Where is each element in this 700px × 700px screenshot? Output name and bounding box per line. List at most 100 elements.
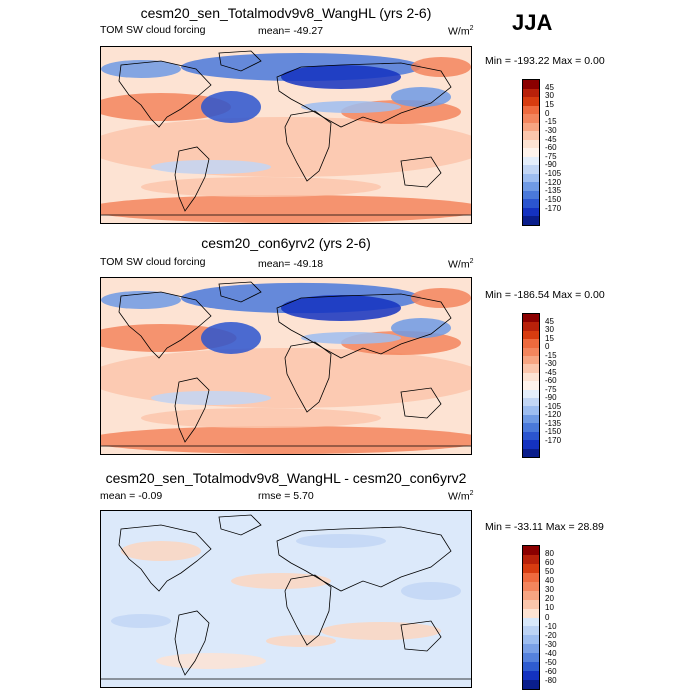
- colorbar-swatch: [523, 156, 539, 166]
- colorbar-tick-label: -90: [545, 160, 557, 170]
- colorbar-tick-label: -105: [545, 401, 562, 411]
- colorbar-swatch: [523, 182, 539, 191]
- colorbar-swatch: [523, 563, 539, 573]
- colorbar-swatch: [523, 671, 539, 681]
- colorbar-swatch: [523, 207, 539, 217]
- colorbar-swatch: [523, 105, 539, 115]
- colorbar-swatch: [523, 581, 539, 591]
- colorbar-tick-label: -135: [545, 418, 562, 428]
- colorbar-swatch: [523, 364, 539, 373]
- colorbar-tick-label: -10: [545, 621, 557, 631]
- panel-3-rmse: rmse = 5.70: [258, 490, 314, 502]
- colorbar-tick-label: -30: [545, 125, 557, 135]
- colorbar-tick-label: -80: [545, 675, 557, 685]
- panel-1-variable: TOM SW cloud forcing: [100, 24, 206, 36]
- colorbar-tick-label: 15: [545, 333, 554, 343]
- colorbar-tick-label: -90: [545, 393, 557, 403]
- panel-3-colorbar: [522, 545, 540, 690]
- panel-2-map: [100, 277, 472, 455]
- colorbar-swatch: [523, 448, 539, 457]
- colorbar-tick-label: -135: [545, 186, 562, 196]
- panel-3-mean-label: mean = -0.09: [100, 490, 163, 502]
- colorbar-tick-label: -20: [545, 630, 557, 640]
- colorbar-tick-label: -30: [545, 359, 557, 369]
- panel-1-minmax: Min = -193.22 Max = 0.00: [485, 55, 605, 67]
- colorbar-tick-label: -150: [545, 195, 562, 205]
- colorbar-tick-label: -45: [545, 134, 557, 144]
- colorbar-tick-label: -60: [545, 666, 557, 676]
- panel-1-units: W/m2: [448, 25, 474, 38]
- panel-2-colorbar: [522, 313, 540, 458]
- colorbar-tick-label: 50: [545, 567, 554, 577]
- colorbar-tick-label: -150: [545, 427, 562, 437]
- colorbar-swatch: [523, 680, 539, 689]
- colorbar-tick-label: 20: [545, 594, 554, 604]
- panel-3-title: cesm20_sen_Totalmodv9v8_WangHL - cesm20_…: [105, 470, 467, 486]
- colorbar-tick-label: -60: [545, 376, 557, 386]
- colorbar-tick-label: -50: [545, 657, 557, 667]
- colorbar-tick-label: 15: [545, 99, 554, 109]
- colorbar-swatch: [523, 339, 539, 348]
- panel-2-units: W/m2: [448, 258, 474, 271]
- colorbar-swatch: [523, 372, 539, 382]
- colorbar-tick-label: 45: [545, 316, 554, 326]
- colorbar-tick-label: -105: [545, 169, 562, 179]
- panel-3-map: [100, 510, 472, 688]
- colorbar-swatch: [523, 80, 539, 89]
- panel-3-minmax: Min = -33.11 Max = 28.89: [485, 521, 604, 533]
- panel-2-minmax: Min = -186.54 Max = 0.00: [485, 289, 605, 301]
- colorbar-tick-label: 30: [545, 585, 554, 595]
- colorbar-tick-label: -30: [545, 639, 557, 649]
- colorbar-swatch: [523, 114, 539, 123]
- colorbar-swatch: [523, 347, 539, 357]
- colorbar-tick-label: -60: [545, 143, 557, 153]
- colorbar-swatch: [523, 314, 539, 323]
- colorbar-tick-label: -15: [545, 117, 557, 127]
- colorbar-swatch: [523, 406, 539, 415]
- colorbar-tick-label: 30: [545, 325, 554, 335]
- colorbar-swatch: [523, 608, 539, 618]
- colorbar-swatch: [523, 330, 539, 340]
- colorbar-swatch: [523, 173, 539, 183]
- colorbar-tick-label: 40: [545, 576, 554, 586]
- colorbar-swatch: [523, 653, 539, 663]
- colorbar-tick-label: 0: [545, 108, 550, 118]
- colorbar-swatch: [523, 381, 539, 390]
- colorbar-swatch: [523, 662, 539, 672]
- panel-1-map: [100, 46, 472, 224]
- colorbar-tick-label: -170: [545, 203, 562, 213]
- colorbar-tick-label: 80: [545, 549, 554, 559]
- colorbar-swatch: [523, 617, 539, 627]
- colorbar-swatch: [523, 635, 539, 645]
- panel-1-mean: mean= -49.27: [258, 25, 324, 37]
- colorbar-swatch: [523, 165, 539, 174]
- colorbar-tick-label: -120: [545, 177, 562, 187]
- season-label: JJA: [512, 10, 553, 35]
- colorbar-tick-label: -75: [545, 384, 557, 394]
- colorbar-swatch: [523, 131, 539, 140]
- colorbar-swatch: [523, 322, 539, 331]
- colorbar-tick-label: 10: [545, 603, 554, 613]
- colorbar-tick-label: -15: [545, 350, 557, 360]
- colorbar-swatch: [523, 398, 539, 407]
- colorbar-tick-label: -120: [545, 410, 562, 420]
- panel-2-title: cesm20_con6yrv2 (yrs 2-6): [201, 235, 371, 251]
- colorbar-swatch: [523, 148, 539, 157]
- colorbar-tick-label: -170: [545, 435, 562, 445]
- colorbar-swatch: [523, 414, 539, 424]
- panel-2-mean: mean= -49.18: [258, 258, 324, 270]
- colorbar-tick-label: 30: [545, 91, 554, 101]
- colorbar-swatch: [523, 190, 539, 200]
- colorbar-swatch: [523, 199, 539, 208]
- colorbar-swatch: [523, 97, 539, 106]
- colorbar-swatch: [523, 572, 539, 582]
- panel-1-colorbar: [522, 79, 540, 226]
- colorbar-swatch: [523, 546, 539, 555]
- colorbar-swatch: [523, 599, 539, 609]
- colorbar-swatch: [523, 440, 539, 449]
- panel-2-variable: TOM SW cloud forcing: [100, 256, 206, 268]
- colorbar-swatch: [523, 389, 539, 399]
- colorbar-tick-label: 60: [545, 558, 554, 568]
- colorbar-tick-label: -75: [545, 151, 557, 161]
- colorbar-tick-label: 45: [545, 82, 554, 92]
